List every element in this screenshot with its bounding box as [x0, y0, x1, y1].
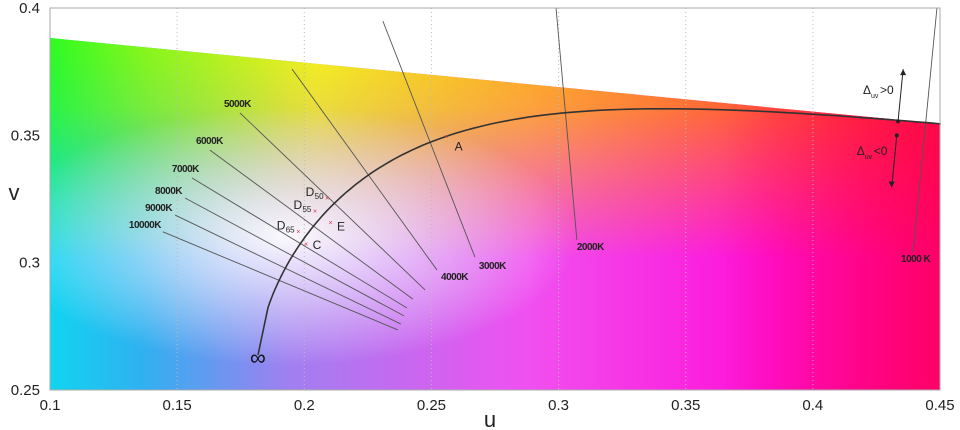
isotherm-label: 7000K — [172, 164, 200, 175]
isotherm-line — [174, 214, 402, 325]
isotherm-line — [555, 7, 578, 241]
x-tick-label: 0.3 — [548, 397, 569, 414]
y-tick-label: 0.35 — [11, 127, 40, 144]
x-tick-label: 0.45 — [925, 397, 954, 414]
x-tick-label: 0.1 — [40, 397, 61, 414]
isotherm-label: 4000K — [441, 272, 469, 283]
isotherm-line — [291, 68, 438, 271]
illuminant-label: D — [277, 219, 286, 233]
delta-symbol: Δ — [863, 83, 871, 97]
arrow-head — [900, 69, 907, 76]
delta-condition: <0 — [874, 144, 888, 158]
x-axis-label: u — [484, 407, 496, 430]
isotherm-line — [191, 177, 408, 309]
isotherm-line — [209, 149, 414, 300]
plot-frame — [49, 7, 941, 391]
x-tick-label: 0.25 — [417, 397, 446, 414]
isotherm-label: 6000K — [196, 136, 224, 147]
isotherm-line — [184, 197, 405, 317]
isotherm-label: 5000K — [224, 99, 252, 110]
illuminant-marker: × — [304, 242, 308, 249]
arrow-base-dot — [896, 119, 901, 124]
illuminant-label: A — [455, 140, 463, 154]
isotherm-label: 2000K — [577, 242, 605, 253]
illuminant-subscript: 55 — [302, 205, 311, 214]
isotherms: 10000K 9000K 8000K 7000K 6000K 5000K 4000K 3000… — [129, 7, 938, 331]
y-tick-label: 0.25 — [11, 382, 40, 399]
illuminant-subscript: 50 — [315, 192, 324, 201]
isotherm-line — [162, 231, 399, 331]
illuminant-label: D — [293, 198, 302, 212]
x-tick-label: 0.15 — [163, 397, 192, 414]
illuminant-label: E — [337, 219, 345, 233]
isotherm-label: 3000K — [479, 261, 507, 272]
planckian-locus — [257, 108, 941, 356]
delta-uv-arrow — [891, 135, 898, 188]
isotherm-label: 10000K — [129, 220, 162, 231]
x-tick-label: 0.2 — [294, 397, 315, 414]
x-tick-label: 0.4 — [802, 397, 823, 414]
illuminant-subscript: 65 — [286, 226, 295, 235]
isotherm-label: 9000K — [145, 203, 173, 214]
delta-condition: >0 — [880, 83, 894, 97]
delta-symbol: Δ — [857, 144, 865, 158]
infinity-label: ∞ — [250, 345, 266, 370]
illuminant-label: D — [306, 185, 315, 199]
delta-subscript: uv — [871, 93, 879, 100]
illuminant-marker: × — [325, 195, 329, 202]
arrow-head — [888, 181, 895, 188]
illuminant-label: C — [313, 238, 322, 252]
arrow-base-dot — [894, 133, 899, 138]
y-axis-label: v — [9, 180, 20, 205]
illuminant-marker: × — [328, 220, 332, 227]
x-tick-label: 0.35 — [671, 397, 700, 414]
illuminant-marker: × — [313, 209, 317, 216]
isotherm-line — [239, 112, 426, 291]
illuminant-points: ×D 50×D 55×D 65× C× E×A — [277, 134, 463, 252]
isotherm-label: 1000 K — [901, 254, 932, 265]
y-tick-label: 0.3 — [19, 255, 40, 272]
isotherm-label: 8000K — [155, 186, 183, 197]
y-tick-label: 0.4 — [19, 0, 40, 17]
illuminant-marker: × — [296, 229, 300, 236]
isotherm-line — [382, 20, 476, 258]
axis-ticks: 0.1 0.15 0.2 0.25 0.3 0.35 0.4 0.45 0.25 0.3 0.35 0… — [11, 0, 955, 414]
isotherm-line — [912, 7, 938, 253]
delta-uv-arrow — [897, 69, 904, 122]
illuminant-marker: × — [444, 134, 448, 141]
delta-subscript: uv — [865, 154, 873, 161]
